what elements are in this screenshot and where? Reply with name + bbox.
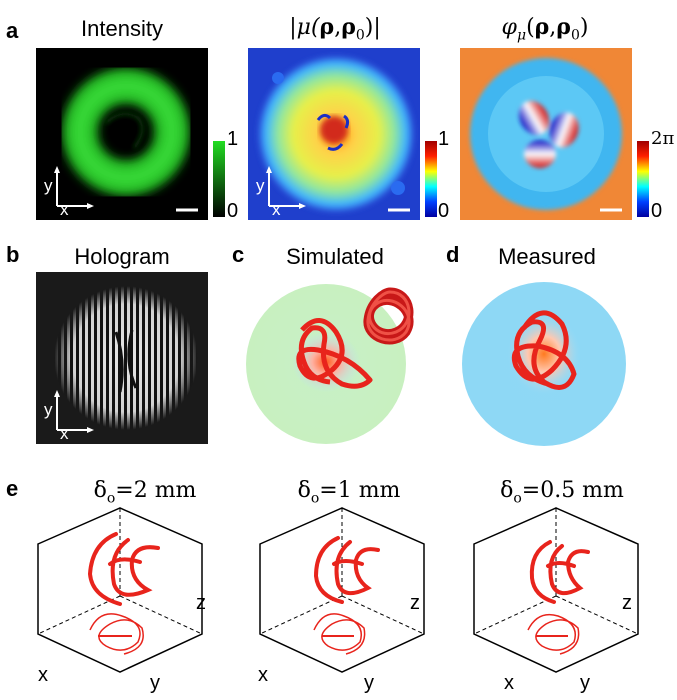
hologram-title: Hologram: [74, 244, 170, 269]
panel-label-c: c: [232, 242, 245, 267]
abs-mu-cbar-min: 0: [438, 200, 450, 222]
measured-title: Measured: [498, 244, 596, 269]
phase-mu-image: [460, 48, 632, 220]
phase-mu-cbar-max: 2π: [651, 128, 675, 149]
plot-3d-2-title: δo=1 mm: [297, 478, 401, 507]
hologram-axes-arrows: [54, 390, 94, 433]
intensity-cbar-max: 1: [227, 128, 239, 150]
abs-mu-cbar-max: 1: [438, 128, 450, 150]
plot-3d-3-title: δo=0.5 mm: [500, 478, 624, 507]
simulated-knot-figure: [246, 284, 414, 444]
hologram-axis-x-label: x: [60, 424, 69, 443]
intensity-axis-y-label: y: [44, 176, 53, 195]
simulated-title: Simulated: [286, 244, 384, 269]
hologram-image: y x: [36, 272, 208, 444]
intensity-title: Intensity: [81, 16, 163, 41]
abs-mu-axis-x-label: x: [272, 200, 281, 219]
plot-3d-3-x-label: x: [504, 672, 514, 694]
phase-mu-cbar-min: 0: [651, 200, 663, 222]
abs-mu-colorbar: [425, 141, 437, 217]
phase-mu-title: φμ(ρ,ρ0): [501, 14, 589, 44]
plot-3d-1-title: δo=2 mm: [93, 478, 197, 507]
panel-label-a: a: [6, 18, 19, 43]
panel-label-d: d: [446, 242, 460, 267]
plot-3d-2-y-label: y: [364, 672, 374, 694]
plot-3d-3-y-label: y: [580, 672, 590, 694]
intensity-axis-x-label: x: [60, 200, 69, 219]
intensity-cbar-min: 0: [227, 200, 239, 222]
plot-3d-2-axes: [259, 507, 425, 673]
intensity-axes-arrows: [54, 166, 94, 209]
abs-mu-axes-arrows: [266, 166, 306, 209]
panel-label-e: e: [6, 476, 19, 501]
abs-mu-title: |μ(ρ,ρ0)|: [289, 14, 381, 44]
measured-knot-figure: [462, 282, 626, 446]
plot-3d-3-axes: [473, 507, 639, 673]
plot-3d-1-axes: [37, 507, 203, 673]
intensity-colorbar: [213, 141, 225, 217]
hologram-axis-y-label: y: [44, 400, 53, 419]
phase-mu-colorbar: [637, 141, 649, 217]
intensity-image: y x: [36, 48, 208, 220]
plot-3d-2-x-label: x: [258, 664, 268, 686]
abs-mu-axis-y-label: y: [256, 176, 265, 195]
plot-3d-2-z-label: z: [410, 592, 420, 614]
plot-3d-3-z-label: z: [622, 592, 632, 614]
plot-3d-1-y-label: y: [150, 672, 160, 694]
plot-3d-1-z-label: z: [196, 592, 206, 614]
plot-3d-1-x-label: x: [38, 664, 48, 686]
abs-mu-image: y x: [248, 48, 420, 220]
panel-label-b: b: [6, 242, 20, 267]
